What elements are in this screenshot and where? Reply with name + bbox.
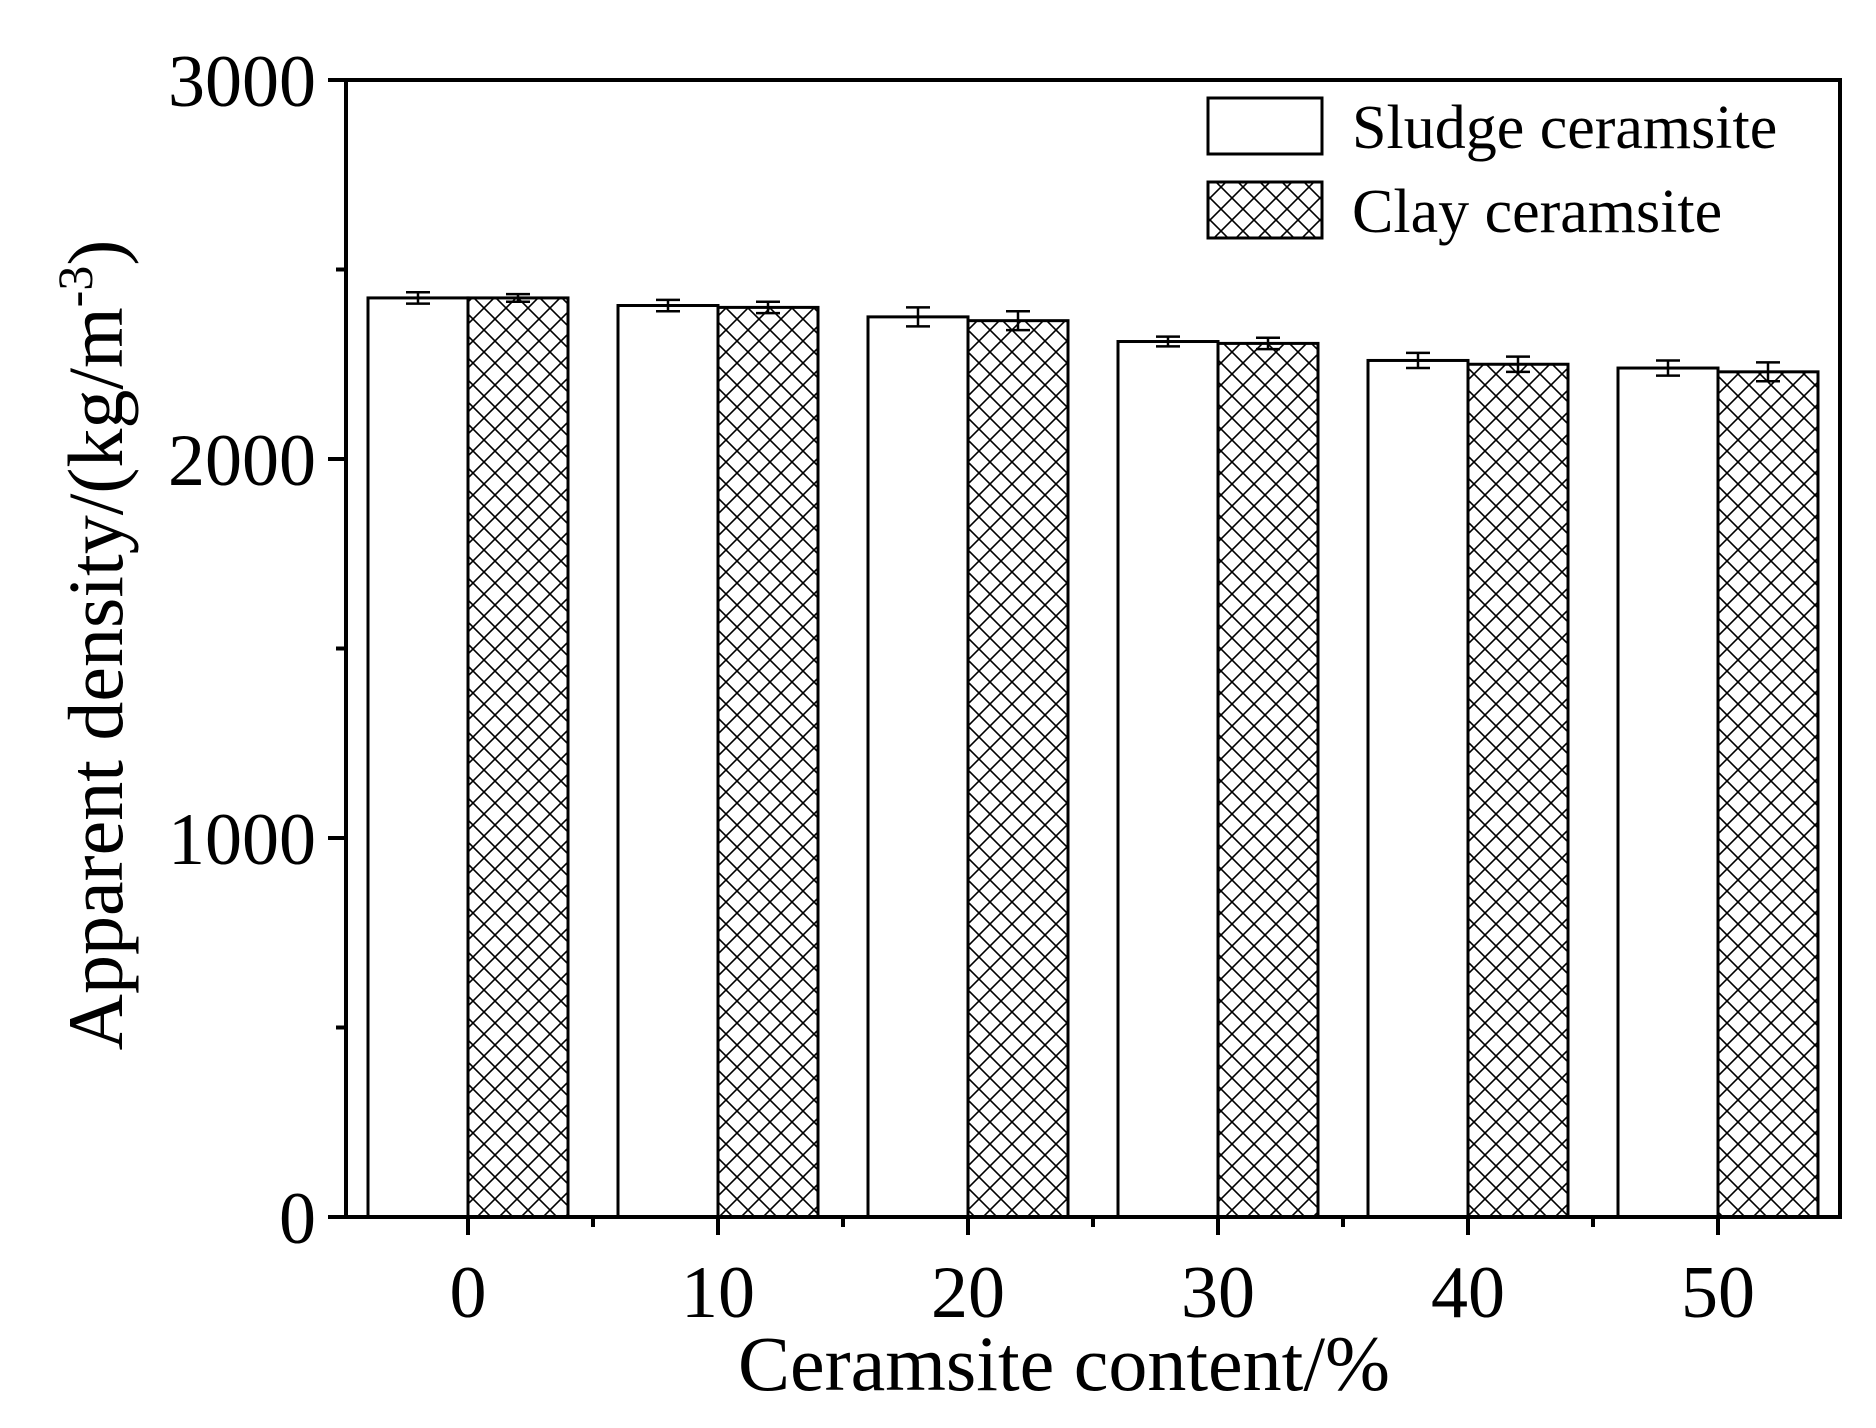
x-axis-ticks: 0 10 20 30 40 50	[450, 1217, 1755, 1334]
error-bar-clay-10	[756, 300, 780, 315]
error-bar-clay-0	[506, 292, 530, 303]
y-tick-label-0: 0	[279, 1178, 316, 1260]
bar-clay-30	[1216, 341, 1320, 1219]
bar-clay-0	[466, 296, 570, 1219]
x-tick-label-30: 30	[1181, 1252, 1255, 1334]
y-axis-ticks: 0 1000 2000 3000	[168, 41, 346, 1260]
bar-sludge-50	[1616, 366, 1720, 1219]
legend: Sludge ceramsite Clay ceramsite	[1206, 94, 1777, 246]
y-tick-label-1000: 1000	[168, 799, 316, 881]
error-bar-clay-30	[1256, 336, 1280, 351]
legend-swatch-clay	[1206, 180, 1324, 240]
x-tick-label-0: 0	[450, 1252, 487, 1334]
bar-clay-20	[966, 319, 1070, 1219]
error-bar-sludge-30	[1156, 335, 1180, 348]
error-bar-clay-20	[1006, 309, 1030, 332]
error-bar-sludge-10	[656, 298, 680, 313]
bar-clay-50	[1716, 370, 1820, 1219]
x-tick-label-50: 50	[1681, 1252, 1755, 1334]
error-bar-sludge-50	[1656, 359, 1680, 377]
bar-clay-10	[716, 305, 820, 1219]
x-tick-label-10: 10	[681, 1252, 755, 1334]
bar-sludge-0	[366, 296, 470, 1219]
y-axis-title-superscript: -3	[47, 266, 103, 308]
bar-sludge-30	[1116, 340, 1220, 1219]
legend-label-sludge: Sludge ceramsite	[1352, 94, 1777, 162]
bar-sludge-10	[616, 304, 720, 1219]
plot-frame	[344, 78, 1842, 1219]
error-bar-clay-40	[1506, 355, 1530, 374]
bar-clay-40	[1466, 362, 1570, 1219]
bar-sludge-20	[866, 315, 970, 1219]
y-axis-title-close: )	[52, 240, 139, 266]
error-bar-sludge-20	[906, 306, 930, 328]
error-bars	[406, 290, 1780, 383]
y-axis-title-main: Apparent density/(kg/m	[52, 307, 139, 1050]
y-axis-title: Apparent density/(kg/m-3)	[47, 240, 139, 1051]
bar-sludge-40	[1366, 358, 1470, 1219]
y-tick-label-3000: 3000	[168, 41, 316, 123]
bars	[366, 296, 1820, 1219]
x-tick-label-40: 40	[1431, 1252, 1505, 1334]
x-axis-title: Ceramsite content/%	[738, 1320, 1390, 1407]
legend-label-clay: Clay ceramsite	[1352, 178, 1722, 246]
error-bar-clay-50	[1756, 361, 1780, 383]
error-bar-sludge-0	[406, 290, 430, 305]
error-bar-sludge-40	[1406, 351, 1430, 370]
legend-swatch-sludge	[1206, 96, 1324, 156]
x-tick-label-20: 20	[931, 1252, 1005, 1334]
y-tick-label-2000: 2000	[168, 420, 316, 502]
